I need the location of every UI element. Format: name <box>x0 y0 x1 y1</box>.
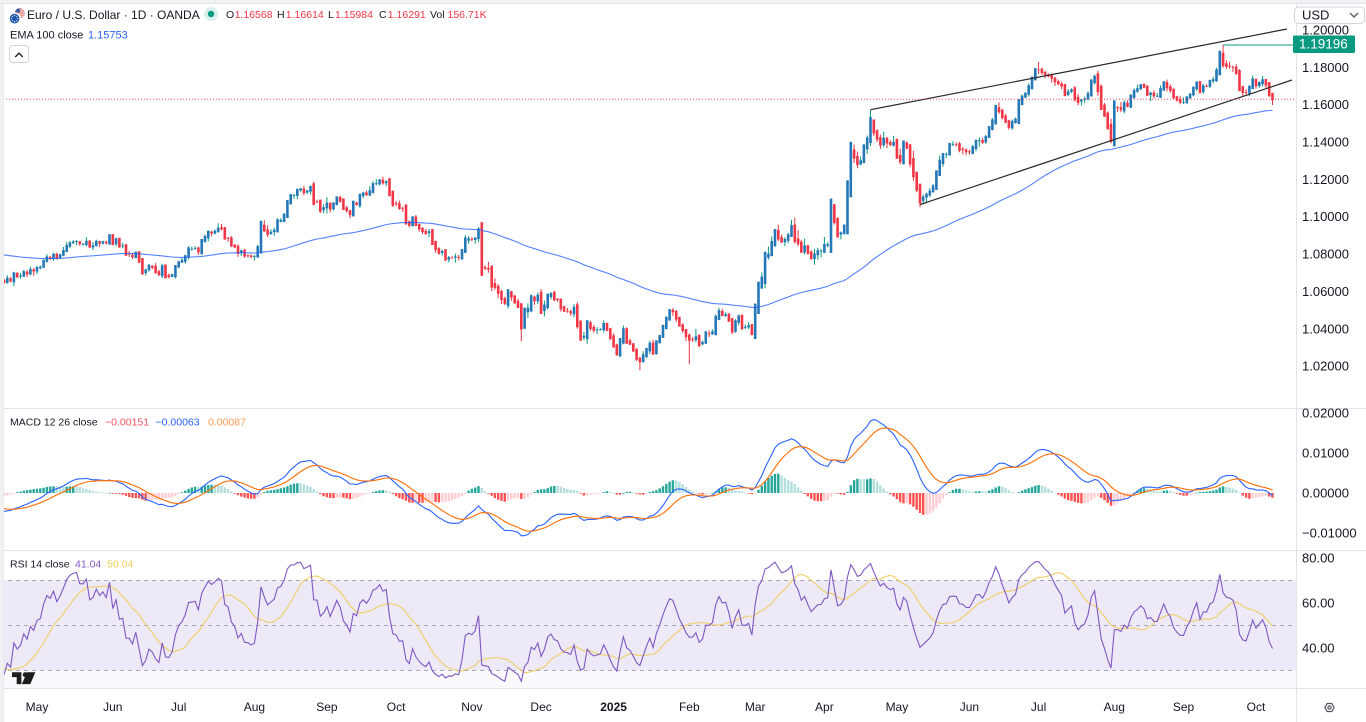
svg-text:MACD 12 26 close: MACD 12 26 close <box>10 417 98 429</box>
svg-text:80.00: 80.00 <box>1302 551 1335 566</box>
svg-text:1.12000: 1.12000 <box>1302 172 1349 187</box>
svg-text:May: May <box>886 700 909 714</box>
svg-text:Feb: Feb <box>679 700 700 714</box>
svg-text:156.71K: 156.71K <box>448 9 487 21</box>
svg-text:L: L <box>328 9 334 21</box>
svg-text:May: May <box>26 700 49 714</box>
svg-text:1.04000: 1.04000 <box>1302 321 1349 336</box>
svg-text:Dec: Dec <box>530 700 551 714</box>
svg-text:0.02000: 0.02000 <box>1302 406 1349 421</box>
svg-text:Sep: Sep <box>316 700 338 714</box>
svg-text:Jun: Jun <box>960 700 979 714</box>
svg-text:1.06000: 1.06000 <box>1302 284 1349 299</box>
svg-text:−0.00063: −0.00063 <box>156 417 200 429</box>
svg-text:1.16568: 1.16568 <box>235 9 273 21</box>
svg-text:C: C <box>379 9 387 21</box>
svg-text:1.15984: 1.15984 <box>335 9 373 21</box>
svg-text:RSI 14 close: RSI 14 close <box>10 559 70 571</box>
svg-text:41.04: 41.04 <box>75 559 101 571</box>
svg-text:1.16291: 1.16291 <box>388 9 426 21</box>
svg-text:0.00087: 0.00087 <box>208 417 246 429</box>
svg-text:−0.00151: −0.00151 <box>105 417 149 429</box>
svg-text:1.02000: 1.02000 <box>1302 359 1349 374</box>
svg-text:60.00: 60.00 <box>1302 596 1335 611</box>
svg-text:0.01000: 0.01000 <box>1302 446 1349 461</box>
svg-text:1.14000: 1.14000 <box>1302 135 1349 150</box>
svg-text:Mar: Mar <box>745 700 766 714</box>
svg-text:H: H <box>277 9 285 21</box>
svg-text:O: O <box>226 9 234 21</box>
svg-text:40.00: 40.00 <box>1302 641 1335 656</box>
svg-text:Jul: Jul <box>1031 700 1046 714</box>
svg-text:50.04: 50.04 <box>107 559 133 571</box>
svg-text:Oct: Oct <box>387 700 406 714</box>
svg-text:Aug: Aug <box>1104 700 1125 714</box>
svg-text:1.19196: 1.19196 <box>1299 37 1348 52</box>
svg-text:1.08000: 1.08000 <box>1302 247 1349 262</box>
svg-text:0.00000: 0.00000 <box>1302 486 1349 501</box>
svg-text:1.16000: 1.16000 <box>1302 97 1349 112</box>
svg-text:Jul: Jul <box>171 700 186 714</box>
svg-text:Jun: Jun <box>103 700 122 714</box>
svg-text:Nov: Nov <box>461 700 482 714</box>
svg-text:USD: USD <box>1302 8 1329 23</box>
svg-text:Euro / U.S. Dollar · 1D · OAND: Euro / U.S. Dollar · 1D · OANDA <box>27 8 200 22</box>
svg-text:Oct: Oct <box>1247 700 1266 714</box>
svg-text:Apr: Apr <box>815 700 834 714</box>
svg-text:1.10000: 1.10000 <box>1302 209 1349 224</box>
svg-text:Sep: Sep <box>1173 700 1195 714</box>
svg-text:Aug: Aug <box>244 700 265 714</box>
svg-text:1.18000: 1.18000 <box>1302 60 1349 75</box>
svg-text:Vol: Vol <box>430 9 445 21</box>
svg-text:1.20000: 1.20000 <box>1302 23 1349 38</box>
svg-text:1.15753: 1.15753 <box>88 30 128 42</box>
svg-text:−0.01000: −0.01000 <box>1302 526 1357 541</box>
svg-text:2025: 2025 <box>600 700 627 714</box>
svg-text:EMA 100 close: EMA 100 close <box>10 30 83 42</box>
svg-text:1.16614: 1.16614 <box>286 9 324 21</box>
